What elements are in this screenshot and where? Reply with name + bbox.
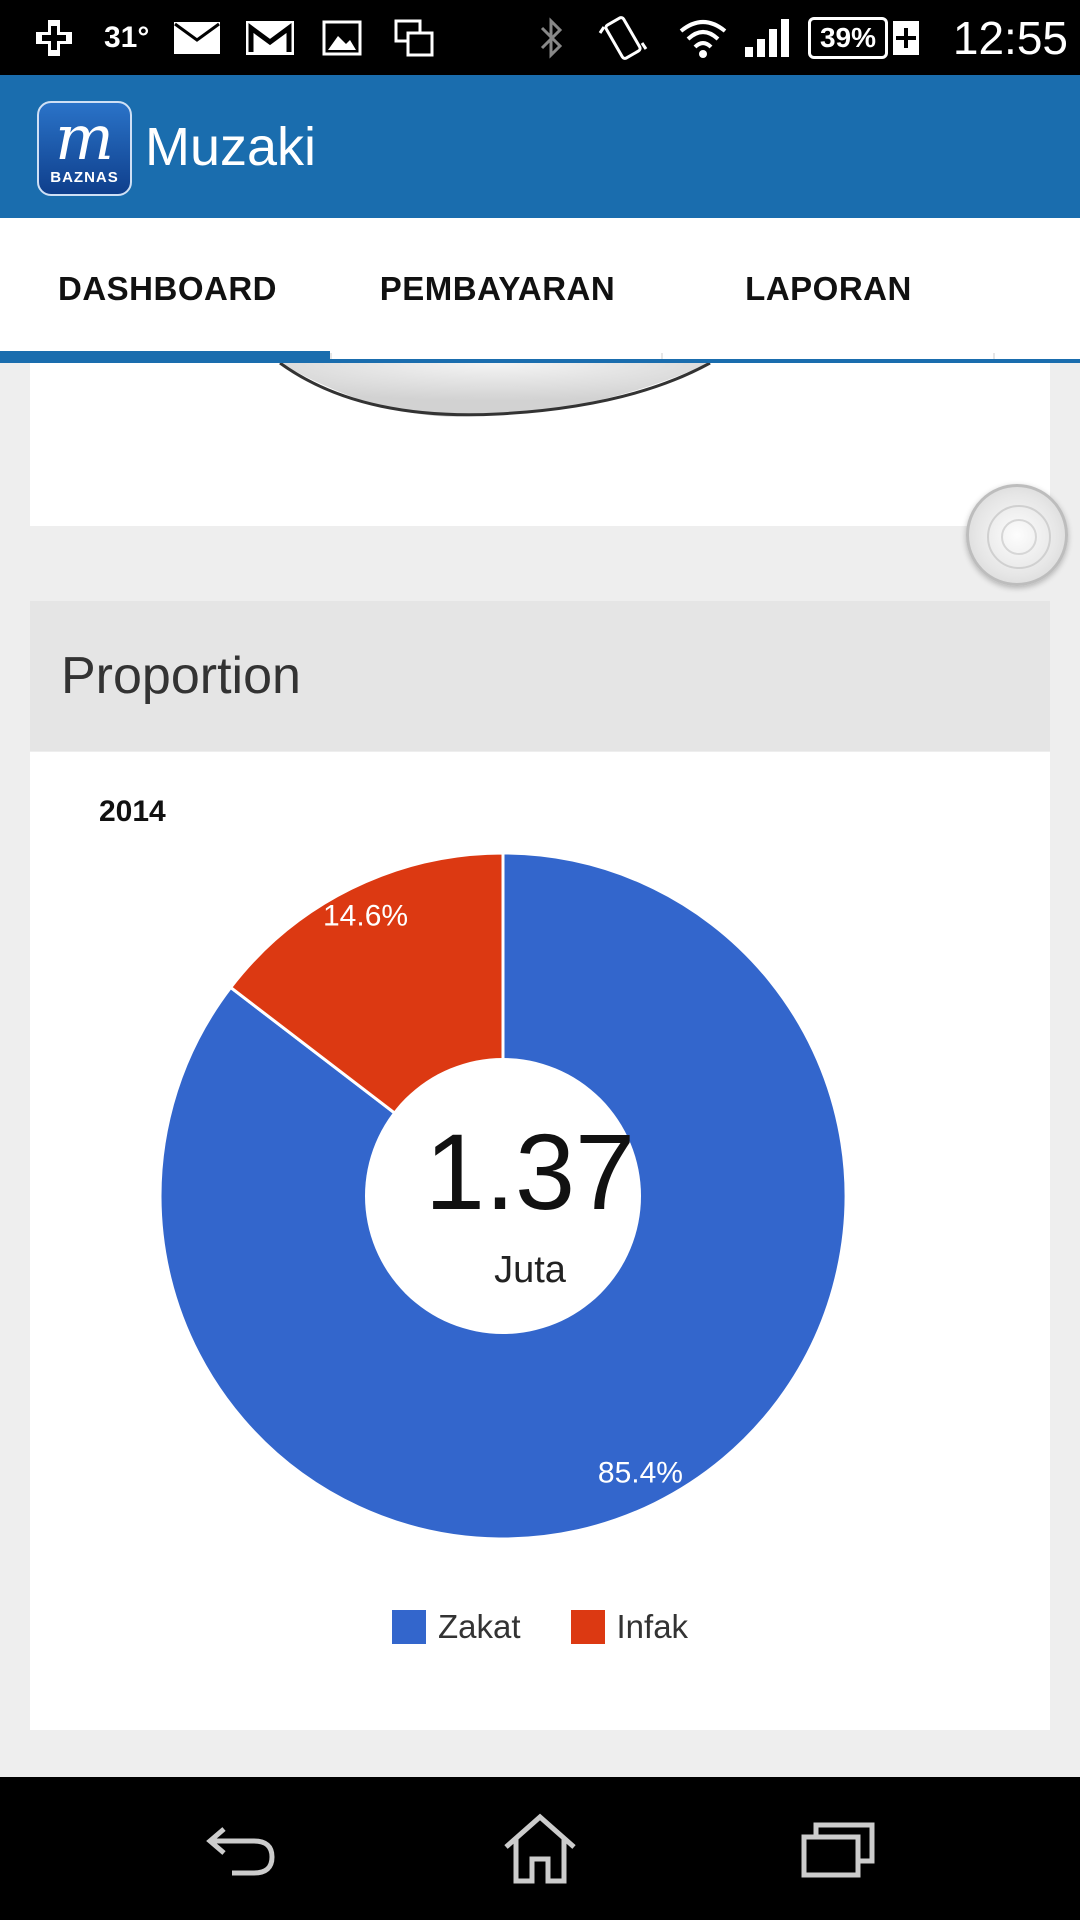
recent-apps-icon[interactable] — [758, 1777, 918, 1920]
temperature-text: 31° — [104, 20, 150, 54]
battery-icon: 39% — [808, 0, 920, 75]
proportion-title: Proportion — [61, 647, 301, 705]
tab-pembayaran[interactable]: PEMBAYARAN — [379, 269, 616, 307]
app-title: Muzaki — [145, 116, 317, 177]
status-bar: 31° 39% 12:55 — [0, 0, 1080, 75]
legend-swatch-zakat — [391, 1610, 426, 1644]
donut-center-unit: Juta — [494, 1249, 566, 1291]
tab-laporan[interactable]: LAPORAN — [745, 269, 912, 307]
app-bar: m BAZNAS Muzaki — [0, 75, 1080, 218]
slice-data-label: 14.6% — [323, 900, 408, 933]
gauge-remnant — [279, 363, 711, 417]
back-icon[interactable] — [162, 1777, 322, 1920]
bluetooth-icon — [538, 0, 566, 75]
navigation-bar — [0, 1777, 1080, 1920]
donut-chart: 85.4% 14.6% — [158, 851, 848, 1541]
legend-swatch-infak — [570, 1610, 605, 1644]
tab-divider — [993, 353, 995, 359]
proportion-chart-card: 2014 85.4% 14.6% 1.37 Juta Zakat Infak — [30, 752, 1050, 1730]
tab-bar: DASHBOARD PEMBAYARAN LAPORAN — [0, 218, 1080, 363]
screen-mirror-icon — [394, 0, 434, 75]
wifi-icon — [678, 0, 728, 75]
battery-level: 39% — [808, 16, 888, 59]
gauge-card — [30, 363, 1050, 526]
gmail-icon — [245, 0, 295, 75]
baznas-logo: m BAZNAS — [37, 101, 132, 196]
tab-divider — [661, 353, 663, 359]
donut-hole — [365, 1058, 641, 1334]
floating-assistive-button[interactable] — [966, 484, 1068, 586]
mail-icon — [173, 0, 221, 75]
vibrate-icon — [598, 0, 648, 75]
image-icon — [322, 0, 362, 75]
add-icon — [32, 0, 76, 75]
signal-icon — [743, 0, 793, 75]
legend-item-zakat[interactable]: Zakat — [391, 1608, 521, 1646]
proportion-card-header: Proportion — [30, 601, 1050, 751]
legend-item-infak[interactable]: Infak — [570, 1608, 689, 1646]
home-icon[interactable] — [460, 1777, 620, 1920]
logo-letter: m — [55, 101, 114, 174]
chart-legend: Zakat Infak — [30, 1602, 1050, 1652]
tab-dashboard[interactable]: DASHBOARD — [58, 269, 277, 307]
tab-divider — [330, 353, 332, 359]
legend-label: Infak — [616, 1608, 689, 1645]
chart-title: 2014 — [99, 795, 166, 828]
clock-time: 12:55 — [952, 11, 1068, 64]
logo-text: BAZNAS — [50, 169, 119, 186]
slice-data-label: 85.4% — [598, 1456, 683, 1489]
legend-label: Zakat — [437, 1608, 521, 1645]
active-tab-indicator — [0, 351, 330, 363]
donut-center-value: 1.37 — [424, 1111, 636, 1232]
